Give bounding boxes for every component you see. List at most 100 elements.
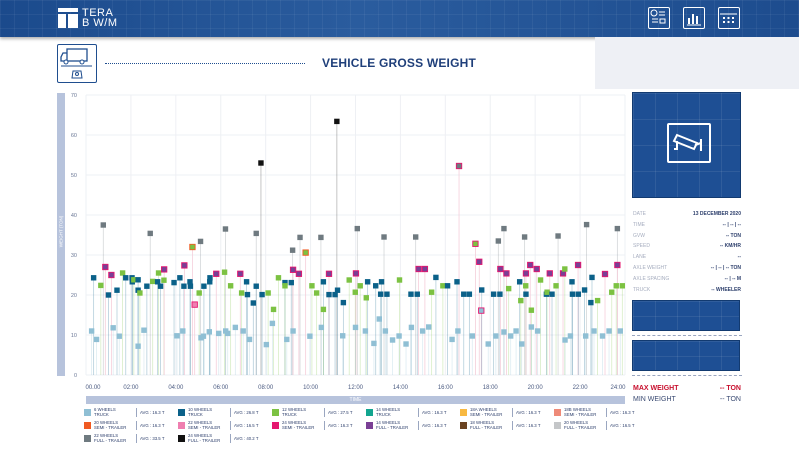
data-point xyxy=(197,238,204,245)
legend-separator xyxy=(512,420,513,430)
data-point xyxy=(232,324,239,331)
data-point xyxy=(426,324,432,330)
legend-average: AVG : 16.5 T xyxy=(610,422,635,428)
y-tick-label: 10 xyxy=(71,333,77,339)
data-point xyxy=(562,337,568,343)
data-point xyxy=(313,290,320,296)
data-point xyxy=(108,271,115,279)
data-point xyxy=(574,261,582,269)
data-point xyxy=(362,328,369,334)
data-point xyxy=(144,283,150,289)
legend-item[interactable]: 10 WHEELS TRUCK AVG : 26.8 T xyxy=(178,407,258,417)
legend-item[interactable]: 22 WHEELS FULL - TRAILER AVG : 33.5 T xyxy=(84,433,164,443)
data-point xyxy=(371,340,377,347)
data-point xyxy=(222,226,229,232)
data-point xyxy=(334,287,341,293)
legend-item[interactable]: 18B WHEELS SEMI - TRAILER AVG : 16.3 T xyxy=(554,407,634,417)
bar-chart-icon[interactable] xyxy=(683,7,705,29)
data-point xyxy=(187,283,194,289)
legend-item[interactable]: 20 WHEELS FULL - TRAILER AVG : 16.5 T xyxy=(554,420,634,430)
x-tick-label: 08:00 xyxy=(258,385,274,391)
data-point xyxy=(522,270,530,277)
data-point xyxy=(617,328,623,334)
legend-separator xyxy=(230,433,231,443)
y-tick-label: 50 xyxy=(71,173,77,179)
legend-label-line-2: TRUCK xyxy=(376,412,391,418)
x-tick-label: 12:00 xyxy=(348,385,364,391)
data-point xyxy=(244,291,251,298)
legend-separator xyxy=(136,433,137,443)
data-point xyxy=(141,327,147,333)
data-point xyxy=(250,300,257,306)
calendar-icon[interactable] xyxy=(718,7,740,29)
legend-item[interactable]: 24 WHEELS SEMI - TRAILER AVG : 16.3 T xyxy=(272,420,352,430)
legend-item[interactable]: 18 WHEELS FULL - TRAILER AVG : 16.3 T xyxy=(460,420,540,430)
legend-label-line-2: FULL - TRAILER xyxy=(470,425,503,431)
data-point xyxy=(588,299,594,306)
legend-label: 18 WHEELS FULL - TRAILER xyxy=(470,420,509,430)
legend-label: 22 WHEELS FULL - TRAILER xyxy=(94,433,133,443)
data-point xyxy=(253,283,259,289)
info-row-gvw: GVW -- TON xyxy=(633,233,741,239)
info-row-speed: SPEED -- KM/HR xyxy=(633,243,741,249)
data-point xyxy=(196,290,202,296)
data-point xyxy=(289,266,297,273)
data-point xyxy=(295,270,303,277)
legend-separator xyxy=(512,407,513,417)
data-point xyxy=(265,290,271,296)
x-tick-label: 04:00 xyxy=(168,385,184,391)
data-point xyxy=(320,306,327,313)
legend-label-line-1: 24 WHEELS xyxy=(188,433,213,438)
info-key: GVW xyxy=(633,232,645,239)
data-point xyxy=(594,297,601,304)
data-point xyxy=(449,336,455,343)
data-point xyxy=(581,287,588,293)
data-point xyxy=(555,233,561,239)
legend-label-line-1: 20 WHEELS xyxy=(94,420,119,425)
data-point xyxy=(381,234,387,240)
info-value: -- | -- | -- xyxy=(722,221,741,228)
legend-label-line-2: FULL - TRAILER xyxy=(376,425,409,431)
x-tick-label: 16:00 xyxy=(438,385,454,391)
data-point xyxy=(288,279,294,286)
data-point xyxy=(318,324,325,331)
data-point xyxy=(238,290,245,296)
min-weight-value: -- TON xyxy=(719,396,741,403)
data-point xyxy=(516,279,523,285)
data-point xyxy=(88,328,95,334)
data-point xyxy=(116,333,122,339)
data-point xyxy=(415,265,422,273)
x-axis-label: TIME xyxy=(86,396,625,404)
data-point xyxy=(243,279,250,285)
legend-item[interactable]: 14 WHEELS TRUCK AVG : 16.3 T xyxy=(366,407,446,417)
legend-swatch xyxy=(460,408,467,416)
legend-item[interactable]: 24 WHEELS FULL - TRAILER AVG : 40.2 T xyxy=(178,433,258,443)
data-point xyxy=(258,160,264,166)
legend-item[interactable]: 20 WHEELS SEMI - TRAILER AVG : 16.3 T xyxy=(84,420,164,430)
legend-label: 22 WHEELS SEMI - TRAILER xyxy=(188,420,227,430)
data-point xyxy=(440,283,446,289)
legend-item[interactable]: 12 WHEELS TRUCK AVG : 27.5 T xyxy=(272,407,352,417)
legend-average: AVG : 33.5 T xyxy=(140,435,165,441)
data-point xyxy=(181,262,188,269)
data-point xyxy=(177,275,183,281)
info-row-lane: LANE -- xyxy=(633,254,741,260)
legend-item[interactable]: 6 WHEELS TRUCK AVG : 16.3 T xyxy=(84,407,164,417)
legend-item[interactable]: 14 WHEELS FULL - TRAILER AVG : 16.3 T xyxy=(366,420,446,430)
data-point xyxy=(325,270,333,277)
legend-label: 24 WHEELS FULL - TRAILER xyxy=(188,433,227,443)
report-icon[interactable] xyxy=(648,7,670,29)
data-point xyxy=(275,275,282,281)
data-point xyxy=(240,328,246,334)
logo-mark-icon xyxy=(58,8,78,28)
data-point xyxy=(466,291,473,297)
legend-item[interactable]: 22 WHEELS SEMI - TRAILER AVG : 16.5 T xyxy=(178,420,258,430)
x-tick-label: 18:00 xyxy=(483,385,499,391)
data-point xyxy=(606,328,612,334)
legend-label-line-2: TRUCK xyxy=(188,412,203,418)
data-point xyxy=(147,230,153,237)
data-point xyxy=(378,279,385,285)
data-point xyxy=(213,270,220,277)
data-point xyxy=(269,320,276,327)
legend-item[interactable]: 18A WHEELS SEMI - TRAILER AVG : 16.3 T xyxy=(460,407,540,417)
